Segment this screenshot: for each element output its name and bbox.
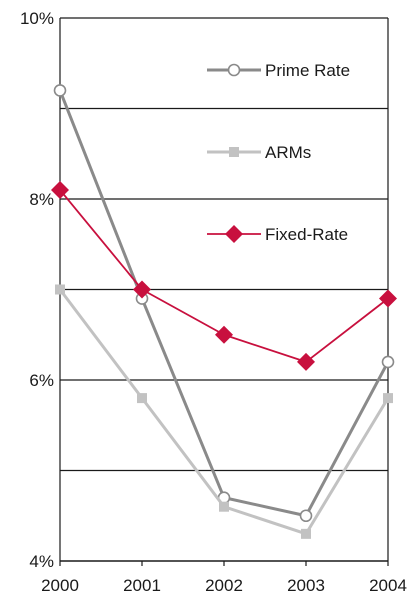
series-line	[58, 89, 390, 518]
data-point	[299, 509, 313, 523]
data-point	[51, 180, 69, 199]
data-point	[55, 284, 65, 295]
legend: Prime Rate ARMs Fixed-Rate	[207, 61, 350, 244]
data-point	[227, 63, 241, 77]
data-point	[137, 393, 147, 404]
series-fixed-rate	[51, 180, 397, 371]
x-tick-label: 2002	[205, 576, 243, 595]
y-tick-label: 6%	[29, 371, 54, 390]
x-tick-label: 2004	[369, 576, 407, 595]
legend-item: Fixed-Rate	[207, 225, 348, 244]
data-point	[53, 84, 67, 97]
legend-item: ARMs	[207, 143, 311, 162]
legend-label: Fixed-Rate	[265, 225, 348, 244]
legend-label: Prime Rate	[265, 61, 350, 80]
data-point	[215, 325, 233, 344]
data-point	[379, 289, 397, 308]
y-tick-labels: 4% 6% 8% 10%	[20, 9, 54, 571]
x-tick-labels: 2000 2001 2002 2003 2004	[41, 561, 407, 595]
data-point	[229, 147, 239, 157]
y-tick-label: 10%	[20, 9, 54, 28]
legend-label: ARMs	[265, 143, 311, 162]
data-point	[225, 225, 243, 243]
data-series	[51, 84, 397, 539]
data-point	[383, 393, 393, 404]
data-point	[297, 352, 315, 371]
x-tick-label: 2000	[41, 576, 79, 595]
data-point	[133, 280, 151, 299]
y-tick-label: 4%	[29, 552, 54, 571]
y-tick-label: 8%	[29, 190, 54, 209]
data-point	[301, 528, 311, 539]
series-prime-rate	[53, 84, 395, 523]
x-tick-label: 2003	[287, 576, 325, 595]
gridlines	[60, 107, 388, 472]
series-arms	[55, 284, 393, 539]
data-point	[219, 501, 229, 512]
data-point	[381, 355, 395, 369]
legend-item: Prime Rate	[207, 61, 350, 80]
x-tick-label: 2001	[123, 576, 161, 595]
